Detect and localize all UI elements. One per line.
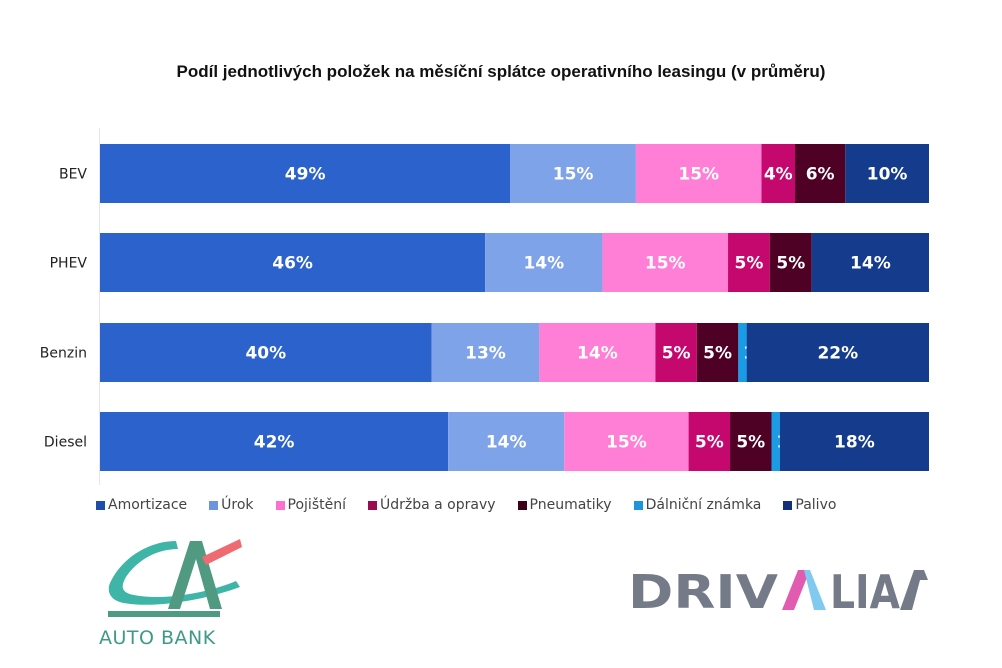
data-label: 18% [834, 433, 875, 453]
bar-segment-diesel-2 [564, 412, 689, 471]
data-label: 22% [817, 344, 858, 364]
bar-segment-phev-6 [811, 233, 929, 292]
bar-segment-bev-0 [100, 144, 511, 203]
legend-label: Úrok [221, 497, 254, 513]
drivalia-wordmark-part1: DRIV [628, 566, 778, 614]
legend-label: Dálniční známka [645, 497, 762, 513]
legend-swatch-icon [209, 500, 219, 510]
bars-group: 49% 15% 15% 4% 6% 10% 46% 14% 15% 5% 5% 14% 40% 13% 14… [100, 144, 929, 471]
bar-segment-bev-2 [635, 144, 762, 203]
data-label: 10% [867, 165, 908, 185]
bar-segment-diesel-1 [448, 412, 565, 471]
data-label: 6% [806, 165, 835, 185]
category-label: Benzin [40, 346, 87, 362]
category-labels: BEV PHEV Benzin Diesel [40, 167, 88, 451]
data-label: 5% [776, 254, 805, 274]
legend-item: Dálniční známka [633, 497, 762, 513]
ca-auto-bank-logo [108, 539, 242, 617]
legend-swatch-icon [517, 500, 527, 510]
drivalia-final-a [900, 570, 928, 610]
ca-logo-c-swoosh [108, 541, 241, 605]
drivalia-a-blue [804, 570, 826, 610]
data-label: 49% [285, 165, 326, 185]
data-label: 5% [735, 254, 764, 274]
bar-segment-diesel-3 [688, 412, 731, 471]
bar-segment-phev-2 [602, 233, 729, 292]
bar-segment-bev-6 [845, 144, 929, 203]
bar-segment-phev-0 [100, 233, 486, 292]
bar-segment-phev-1 [485, 233, 603, 292]
bar-segment-bev-1 [510, 144, 636, 203]
bar-segment-benzin-6 [746, 323, 929, 382]
data-label: 14% [577, 344, 618, 364]
legend-swatch-icon [783, 500, 793, 510]
data-label: 5% [695, 433, 724, 453]
bar-segment-benzin-4 [696, 323, 739, 382]
legend-label: Pneumatiky [529, 497, 612, 513]
bar-segment-bev-3 [761, 144, 796, 203]
bar-segment-benzin-0 [100, 323, 432, 382]
data-label: 14% [523, 254, 564, 274]
category-label: PHEV [50, 256, 88, 272]
data-label: 5% [703, 344, 732, 364]
bar-segment-bev-4 [795, 144, 846, 203]
data-label: 42% [254, 433, 295, 453]
data-label: 46% [272, 254, 313, 274]
legend-swatch-icon [96, 500, 105, 510]
category-label: BEV [59, 167, 87, 183]
bar-segment-benzin-2 [539, 323, 656, 382]
legend-item: Amortizace [96, 497, 187, 513]
data-label: 14% [486, 433, 527, 453]
legend-item: Pneumatiky [517, 497, 612, 513]
drivalia-a-pink [782, 570, 810, 610]
legend-label: Palivo [795, 497, 837, 513]
legend-item: Pojištění [275, 497, 346, 513]
data-label: 5% [736, 433, 765, 453]
auto-bank-wordmark: AUTO BANK [99, 627, 216, 649]
ca-logo-red-accent [202, 539, 242, 565]
data-label: 15% [645, 254, 686, 274]
data-label: 5% [662, 344, 691, 364]
legend-swatch-icon [275, 500, 285, 510]
data-label: 13% [465, 344, 506, 364]
data-label: 14% [850, 254, 891, 274]
drivalia-logo: DRIV LIA [628, 566, 928, 614]
legend-item: Údržba a opravy [367, 497, 496, 513]
drivalia-wordmark-part2: LIA [830, 566, 900, 614]
legend-swatch-icon [633, 500, 643, 510]
bar-segment-phev-3 [728, 233, 770, 292]
bar-segment-benzin-3 [655, 323, 697, 382]
bar-segment-diesel-0 [100, 412, 449, 471]
legend-swatch-icon [367, 500, 377, 510]
data-label: 15% [553, 165, 594, 185]
data-label: 40% [245, 344, 286, 364]
legend-label: Údržba a opravy [379, 497, 496, 513]
bar-segment-diesel-4 [730, 412, 772, 471]
legend-item: Palivo [783, 497, 836, 513]
bar-segment-phev-4 [769, 233, 812, 292]
ca-logo-a-stroke [168, 541, 222, 609]
legend-label: Amortizace [108, 497, 188, 513]
category-label: Diesel [44, 435, 87, 451]
legend-item: Úrok [209, 497, 254, 513]
data-label: 4% [764, 165, 793, 185]
legend: Amortizace Úrok Pojištění Údržba a opravy Pn… [96, 497, 858, 513]
ca-logo-underline [108, 611, 220, 617]
bar-segment-benzin-5 [738, 323, 747, 382]
bar-segment-diesel-5 [771, 412, 780, 471]
bar-segment-diesel-6 [779, 412, 929, 471]
data-label: 15% [678, 165, 719, 185]
data-label: 15% [606, 433, 647, 453]
chart-title: Podíl jednotlivých položek na měsíční sp… [176, 62, 826, 81]
legend-label: Pojištění [287, 497, 346, 513]
bar-segment-benzin-1 [431, 323, 540, 382]
